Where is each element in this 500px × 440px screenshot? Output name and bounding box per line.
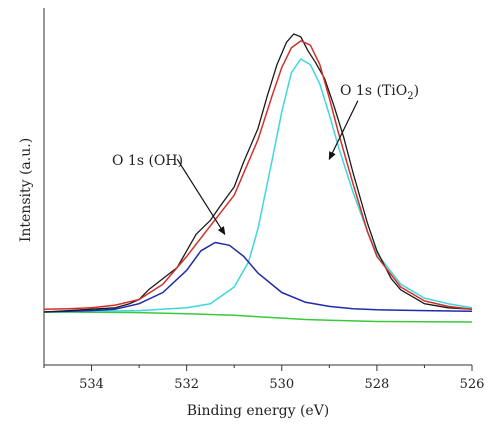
series-line-raw: [43, 33, 473, 313]
series-line-oh-component: [43, 241, 473, 313]
x-axis-title: Binding energy (eV): [187, 403, 330, 419]
series-line-tio2-component: [43, 58, 473, 313]
y-axis-title: Intensity (a.u.): [18, 138, 34, 242]
annotation-tio2-main: O 1s (TiO: [340, 83, 407, 99]
annotation-oh-label: O 1s (OH): [112, 153, 183, 169]
annotation-tio2-label: O 1s (TiO2): [340, 83, 419, 102]
x-tick-label: 530: [269, 377, 294, 392]
x-tick-label: 526: [460, 377, 485, 392]
annotation-tio2-end: ): [414, 83, 419, 99]
annotation-tio2-subscript: 2: [407, 91, 413, 102]
series-line-background: [43, 311, 473, 323]
annotation-oh-arrow: [176, 158, 226, 236]
annotation-tio2-arrow: [328, 100, 359, 161]
x-tick-label: 534: [79, 377, 104, 392]
series-line-fit-envelope: [43, 40, 473, 310]
spectra-curves: [43, 33, 473, 323]
x-tick-label: 528: [364, 377, 389, 392]
plot-frame: [43, 8, 472, 366]
peak-annotations: O 1s (OH) O 1s (TiO2): [112, 83, 419, 236]
x-axis-ticks: 534 532 530 528 526: [43, 365, 485, 392]
x-tick-label: 532: [174, 377, 199, 392]
